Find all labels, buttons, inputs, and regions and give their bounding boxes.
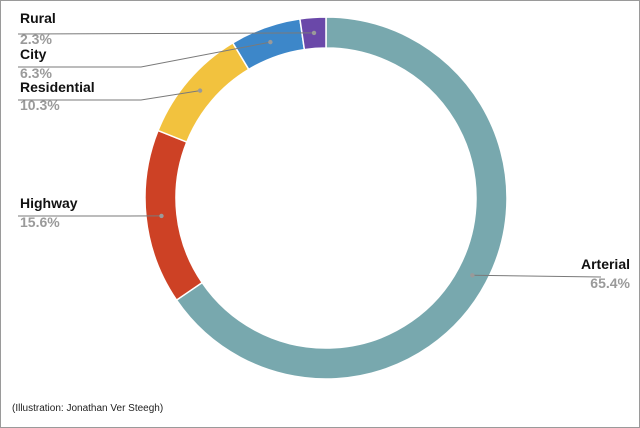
label-residential: Residential [20,79,95,95]
label-arterial: Arterial [581,256,630,272]
illustration-credit: (Illustration: Jonathan Ver Steegh) [12,403,164,414]
slice-labels: Arterial 65.4% Highway 15.6% Residential 10.3… [20,10,631,291]
leader-lines [17,30,602,278]
value-city: 6.3% [20,65,52,81]
leader-dot-highway [159,213,164,219]
leader-line-arterial [472,274,602,278]
value-rural: 2.3% [20,31,52,47]
slice-arterial [175,16,508,380]
value-arterial: 65.4% [590,275,630,291]
leader-dot-city [268,39,273,45]
donut-slices [144,16,508,380]
leader-dot-rural [311,30,317,36]
value-residential: 10.3% [20,97,60,113]
label-city: City [20,46,47,62]
leader-line-residential [18,90,201,101]
leader-line-city [18,41,271,68]
slice-city [231,18,306,71]
slice-highway [144,129,204,302]
label-highway: Highway [20,195,78,211]
value-highway: 15.6% [20,214,60,230]
leader-line-rural [17,32,315,35]
slice-residential [157,41,250,144]
leader-dot-residential [197,88,203,93]
leader-dot-arterial [470,273,475,278]
label-rural: Rural [20,10,56,26]
